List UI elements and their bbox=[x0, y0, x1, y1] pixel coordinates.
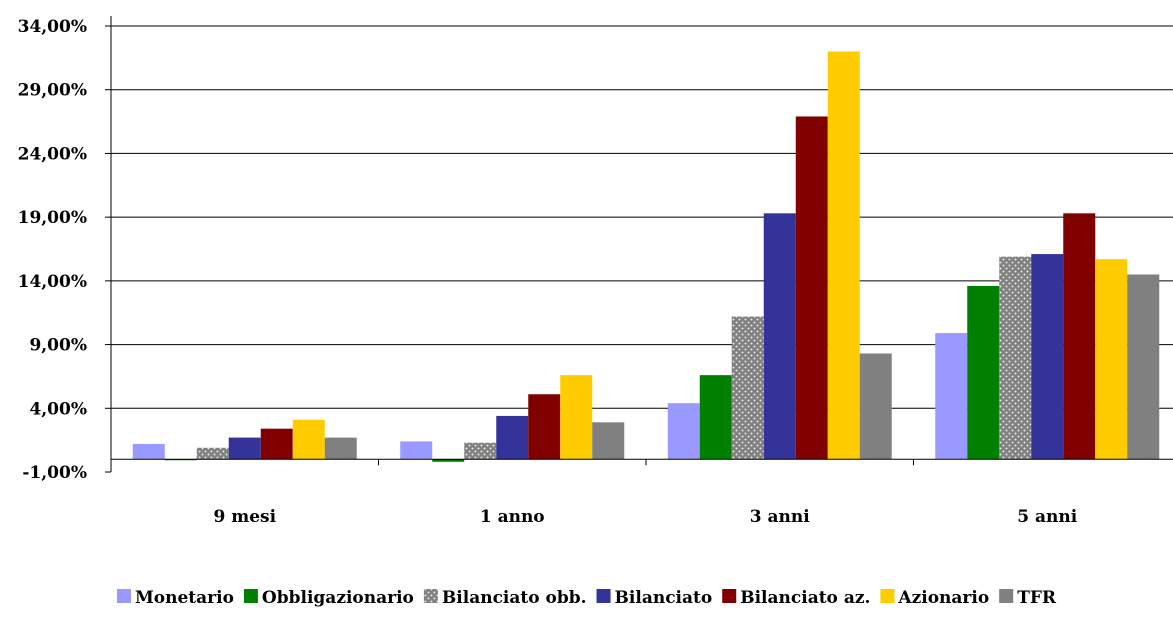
legend-item: Bilanciato obb. bbox=[423, 588, 587, 608]
gridlines bbox=[111, 25, 1173, 409]
x-category-label: 5 anni bbox=[1017, 507, 1077, 527]
bar bbox=[432, 459, 465, 462]
bars bbox=[132, 51, 1160, 462]
legend-label: Bilanciato obb. bbox=[442, 588, 587, 608]
legend-item: TFR bbox=[999, 588, 1057, 608]
bar bbox=[763, 213, 796, 460]
bar bbox=[196, 447, 229, 460]
x-category-label: 1 anno bbox=[480, 507, 545, 527]
bar bbox=[464, 442, 497, 460]
bar bbox=[560, 375, 593, 460]
bar bbox=[324, 437, 357, 460]
y-tick-label: 4,00% bbox=[29, 399, 87, 419]
bar bbox=[1095, 259, 1128, 460]
bar bbox=[999, 256, 1032, 460]
legend-swatch bbox=[596, 589, 611, 603]
bar bbox=[292, 419, 325, 460]
x-category-label: 3 anni bbox=[750, 507, 810, 527]
bar bbox=[1031, 254, 1064, 460]
bar bbox=[731, 316, 764, 460]
axes bbox=[105, 16, 1173, 473]
y-tick-label: 24,00% bbox=[18, 144, 87, 164]
bar bbox=[528, 394, 561, 460]
bar bbox=[496, 415, 529, 460]
bar bbox=[228, 437, 261, 460]
legend-item: Bilanciato az. bbox=[722, 588, 870, 608]
legend-item: Azionario bbox=[880, 588, 989, 608]
y-tick-label: 14,00% bbox=[18, 272, 87, 292]
legend-label: Obbligazionario bbox=[262, 588, 414, 608]
legend-label: Monetario bbox=[135, 588, 234, 608]
legend-label: Bilanciato az. bbox=[740, 588, 870, 608]
legend: Monetario Obbligazionario Bilanciato obb. B… bbox=[116, 588, 1057, 608]
bar bbox=[795, 116, 828, 460]
legend-swatch bbox=[722, 589, 737, 603]
y-tick-label: 29,00% bbox=[18, 81, 87, 101]
bar bbox=[699, 375, 732, 460]
bar bbox=[1127, 274, 1160, 460]
x-category-label: 9 mesi bbox=[213, 507, 276, 527]
legend-label: Bilanciato bbox=[615, 588, 713, 608]
x-axis-category-labels: 9 mesi 1 anno 3 anni 5 anni bbox=[213, 507, 1077, 527]
bar bbox=[400, 441, 433, 460]
legend-swatch bbox=[243, 589, 258, 603]
legend-label: Azionario bbox=[897, 588, 989, 608]
legend-swatch bbox=[999, 589, 1014, 603]
bar bbox=[967, 285, 1000, 460]
bar bbox=[827, 51, 860, 460]
legend-item: Bilanciato bbox=[596, 588, 713, 608]
y-tick-label: 9,00% bbox=[29, 336, 87, 356]
bar bbox=[935, 333, 968, 460]
legend-swatch bbox=[423, 589, 438, 603]
bar bbox=[667, 403, 700, 460]
legend-item: Obbligazionario bbox=[243, 588, 414, 608]
legend-swatch bbox=[116, 589, 131, 603]
bar bbox=[132, 443, 165, 460]
y-tick-label: 34,00% bbox=[18, 17, 87, 37]
legend-label: TFR bbox=[1017, 588, 1057, 608]
y-tick-label: 19,00% bbox=[18, 208, 87, 228]
y-tick-label: -1,00% bbox=[22, 463, 87, 483]
y-axis-tick-labels: -1,00% 4,00% 9,00% 14,00% 19,00% 24,00% 29,00%… bbox=[18, 17, 87, 483]
bar bbox=[260, 428, 293, 460]
legend-swatch bbox=[880, 589, 895, 603]
bar bbox=[1063, 213, 1096, 460]
bar bbox=[859, 353, 892, 460]
bar bbox=[592, 422, 625, 460]
legend-item: Monetario bbox=[116, 588, 234, 608]
